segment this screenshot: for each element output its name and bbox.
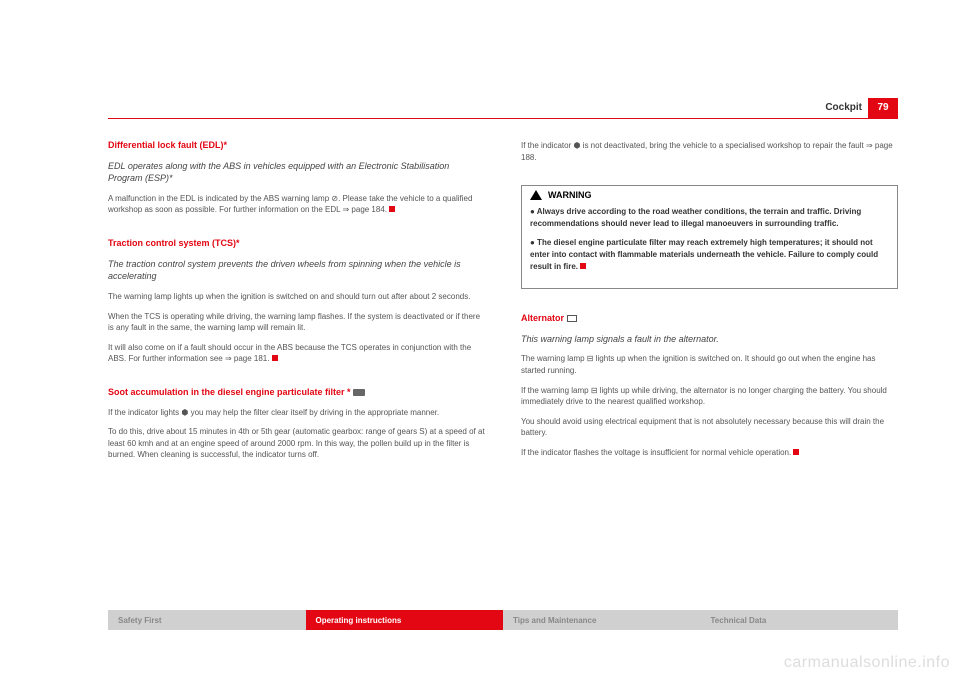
heading-soot-text: Soot accumulation in the diesel engine p… [108, 387, 353, 397]
header-rule [108, 118, 898, 119]
battery-icon [567, 315, 577, 322]
subhead-tcs: The traction control system prevents the… [108, 258, 485, 283]
end-marker-icon [793, 449, 799, 455]
heading-soot: Soot accumulation in the diesel engine p… [108, 387, 485, 399]
subhead-alternator: This warning lamp signals a fault in the… [521, 333, 898, 346]
filter-icon [353, 389, 365, 396]
content-area: Differential lock fault (EDL)* EDL opera… [108, 140, 898, 600]
warning-triangle-icon [530, 190, 542, 200]
end-marker-icon [389, 206, 395, 212]
heading-alternator-text: Alternator [521, 313, 567, 323]
para-tcs-1: The warning lamp lights up when the igni… [108, 291, 485, 303]
para-soot-1: If the indicator lights ⬢ you may help t… [108, 407, 485, 419]
para-tcs-3-text: It will also come on if a fault should o… [108, 343, 471, 364]
watermark: carmanualsonline.info [784, 654, 950, 672]
warning-header: WARNING [522, 186, 897, 202]
para-right-0: If the indicator ⬢ is not deactivated, b… [521, 140, 898, 163]
para-alt-1: The warning lamp ⊟ lights up when the ig… [521, 353, 898, 376]
end-marker-icon [580, 263, 586, 269]
page-number-badge: 79 [868, 98, 898, 118]
end-marker-icon [272, 355, 278, 361]
para-alt-4-text: If the indicator flashes the voltage is … [521, 448, 791, 457]
warning-body: ● Always drive according to the road wea… [522, 202, 897, 288]
heading-alternator: Alternator [521, 313, 898, 325]
para-tcs-2: When the TCS is operating while driving,… [108, 311, 485, 334]
section-label: Cockpit [825, 102, 862, 113]
left-column: Differential lock fault (EDL)* EDL opera… [108, 140, 485, 600]
tab-safety-first: Safety First [108, 610, 306, 630]
para-soot-2: To do this, drive about 15 minutes in 4t… [108, 426, 485, 461]
subhead-edl: EDL operates along with the ABS in vehic… [108, 160, 485, 185]
tab-tips-maintenance: Tips and Maintenance [503, 610, 701, 630]
right-column: If the indicator ⬢ is not deactivated, b… [521, 140, 898, 600]
footer-tabs: Safety First Operating instructions Tips… [108, 610, 898, 630]
warning-box: WARNING ● Always drive according to the … [521, 185, 898, 289]
warning-title: WARNING [548, 190, 592, 200]
tab-operating-instructions: Operating instructions [306, 610, 504, 630]
para-alt-3: You should avoid using electrical equipm… [521, 416, 898, 439]
heading-edl: Differential lock fault (EDL)* [108, 140, 485, 152]
para-edl-1-text: A malfunction in the EDL is indicated by… [108, 194, 472, 215]
warning-bullet-2: ● The diesel engine particulate filter m… [530, 237, 889, 272]
warning-bullet-1: ● Always drive according to the road wea… [530, 206, 889, 229]
para-tcs-3: It will also come on if a fault should o… [108, 342, 485, 365]
para-alt-4: If the indicator flashes the voltage is … [521, 447, 898, 459]
para-edl-1: A malfunction in the EDL is indicated by… [108, 193, 485, 216]
tab-technical-data: Technical Data [701, 610, 899, 630]
heading-tcs: Traction control system (TCS)* [108, 238, 485, 250]
para-alt-2: If the warning lamp ⊟ lights up while dr… [521, 385, 898, 408]
